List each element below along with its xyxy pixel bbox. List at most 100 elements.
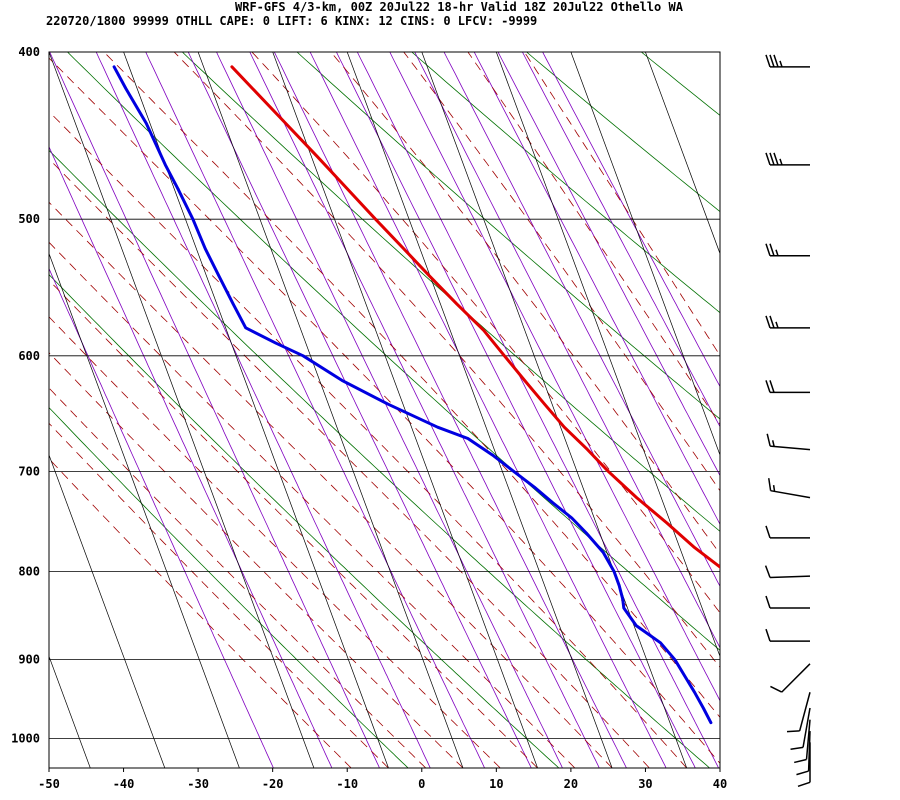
wind-barb-feather [765, 595, 771, 609]
wind-barb-feather [773, 54, 779, 68]
wind-barb-half-feather [779, 60, 783, 68]
dry-adiabat [49, 407, 409, 768]
temperature-tick-label: -40 [113, 777, 135, 791]
temperature-tick-label: 0 [418, 777, 425, 791]
moist-adiabat [49, 201, 613, 768]
dry-adiabat [411, 52, 720, 314]
mixing-ratio-line [389, 52, 720, 702]
wind-barb-feather [765, 243, 771, 257]
wind-barb-feather [769, 152, 775, 166]
wind-barb-feather [797, 781, 811, 788]
mixing-ratio-line [249, 52, 600, 768]
wind-barb-half-feather [775, 249, 779, 257]
mixing-ratio-line [522, 52, 720, 428]
temperature-tick-label: -50 [38, 777, 60, 791]
dry-adiabat [182, 52, 720, 532]
wind-barb [768, 478, 811, 499]
station-indices: 220720/1800 99999 OTHLL CAPE: 0 LIFT: 6 … [46, 14, 537, 28]
sounding-profiles [112, 65, 720, 725]
moist-adiabat [173, 52, 720, 668]
wind-barb-feather [790, 746, 804, 751]
moist-adiabat [49, 387, 427, 768]
pressure-axis: 400 500 600 700 800 900 1000 [11, 45, 40, 746]
temperature-tick-label: -30 [187, 777, 209, 791]
mixing-ratio-line [473, 52, 720, 526]
wind-barb-feather [765, 628, 771, 642]
isotherm [197, 52, 464, 768]
wind-barb-feather [770, 685, 783, 693]
pressure-tick-label: 700 [18, 464, 40, 478]
wind-barb-column [764, 54, 811, 788]
wind-barb-feather [765, 525, 771, 539]
wind-barb [765, 380, 810, 394]
wind-barb-feather [765, 380, 771, 393]
wind-barb-feather [769, 380, 775, 393]
wind-barb [770, 663, 811, 693]
wind-barb-half-feather [772, 485, 776, 492]
wind-barb-feather [765, 54, 771, 68]
plot-frame [48, 51, 721, 769]
wind-barb-half-feather [779, 158, 783, 166]
wind-barb-half-feather [771, 440, 775, 447]
mixing-ratio-line [356, 52, 719, 768]
wind-barb-feather [766, 433, 771, 447]
pressure-tick-label: 800 [18, 564, 40, 578]
mixing-ratio-line [49, 52, 380, 768]
moist-adiabat [49, 57, 720, 764]
moist-adiabat [49, 316, 501, 768]
isotherm [346, 52, 613, 768]
wind-barb [765, 152, 810, 166]
dry-adiabat [871, 52, 900, 768]
thermodynamic-background [49, 52, 900, 768]
temperature-tick-label: 40 [713, 777, 727, 791]
moist-adiabat [103, 52, 720, 719]
moist-adiabat [49, 110, 687, 768]
dry-adiabat [67, 52, 720, 651]
isotherm [49, 453, 166, 768]
wind-barb-feather [769, 243, 775, 257]
pressure-tick-label: 600 [18, 349, 40, 363]
wind-barb-feather [769, 315, 775, 329]
wind-barb [765, 243, 810, 257]
mixing-ratio-line [49, 145, 333, 768]
moist-adiabat [467, 52, 720, 425]
isotherm [272, 52, 538, 768]
mixing-ratio-line [497, 52, 720, 477]
wind-barb-staff [781, 663, 811, 693]
wind-barb-staff [805, 719, 811, 760]
mixing-ratio-line [49, 267, 274, 768]
isotherm [495, 52, 720, 658]
isotherm [49, 655, 91, 768]
pressure-tick-label: 1000 [11, 732, 40, 746]
wind-barb [765, 54, 810, 68]
dry-adiabat [49, 274, 560, 768]
wind-barb-staff [769, 575, 811, 579]
moist-adiabat [49, 352, 464, 768]
temperature-profile [230, 65, 720, 569]
moist-adiabat [49, 279, 538, 768]
wind-barb [790, 707, 811, 751]
pressure-tick-label: 500 [18, 212, 40, 226]
isotherm [0, 52, 16, 768]
isotherm [645, 52, 720, 255]
wind-barb [766, 433, 811, 451]
mixing-ratio-line [145, 52, 485, 768]
isotherm [49, 52, 315, 768]
wind-barb-staff [802, 707, 811, 748]
pressure-tick-label: 400 [18, 45, 40, 59]
wind-barb-feather [769, 54, 775, 68]
wind-barb-feather [794, 758, 807, 764]
dewpoint-profile [112, 65, 713, 725]
mixing-ratio-line [336, 52, 696, 768]
wind-barb [794, 719, 811, 764]
mixing-ratio-line [187, 52, 532, 768]
mixing-ratio-line [95, 52, 431, 768]
temperature-tick-label: -20 [262, 777, 284, 791]
isotherm [719, 52, 720, 54]
dry-adiabat [49, 149, 710, 768]
mixing-ratio-line [542, 52, 720, 388]
wind-barb-feather [786, 730, 800, 733]
isotherm [421, 52, 688, 768]
wind-barb-feather [765, 152, 771, 166]
